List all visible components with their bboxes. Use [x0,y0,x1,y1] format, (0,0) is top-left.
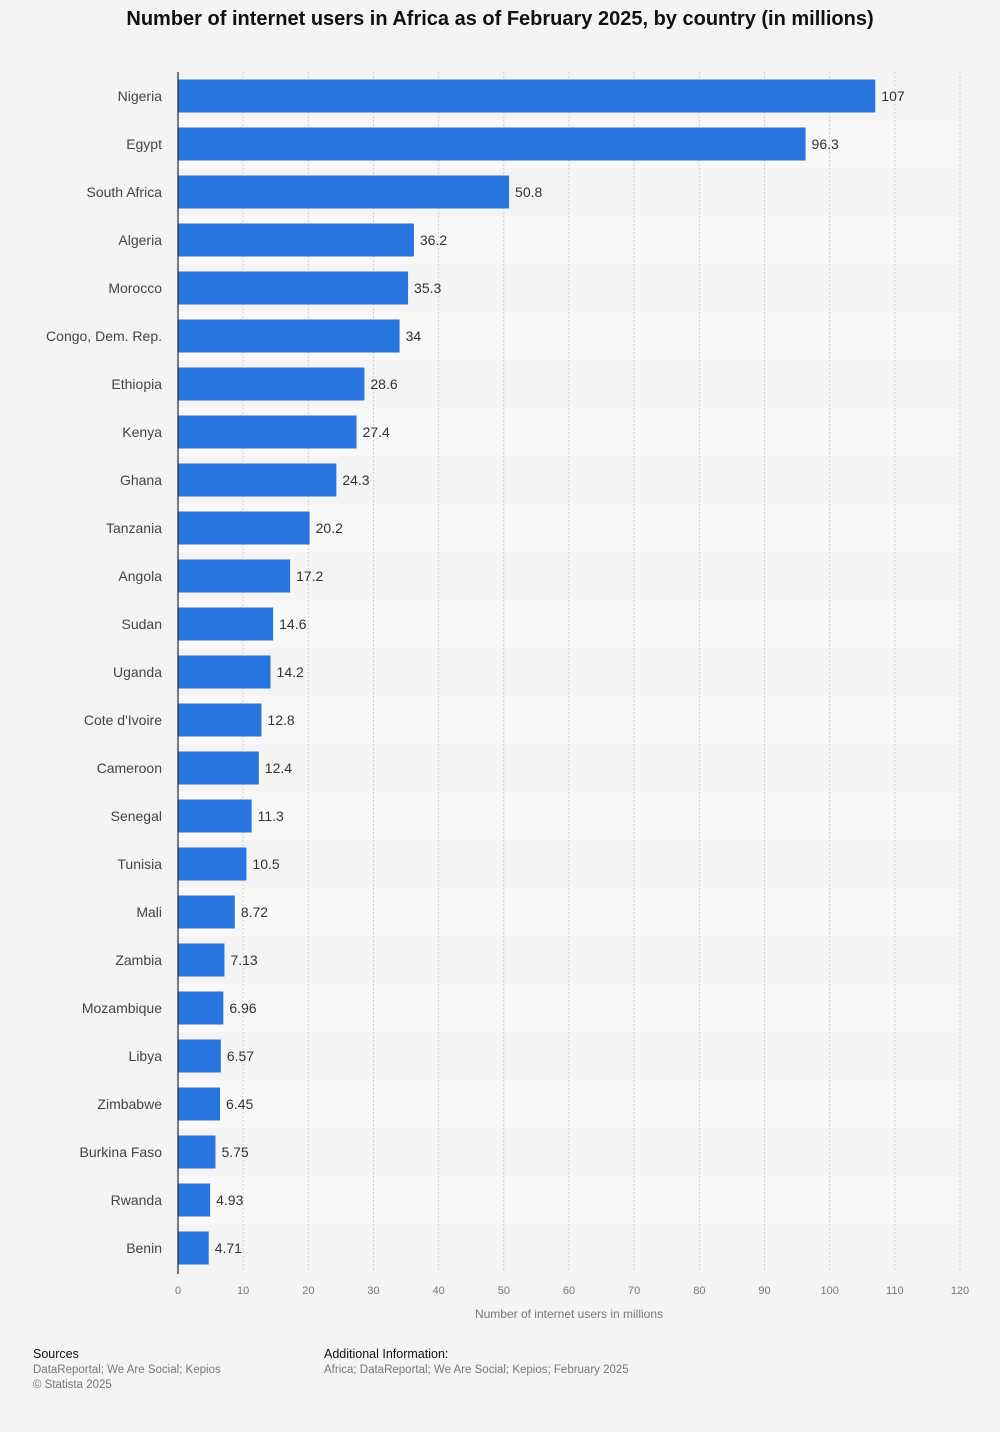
value-label: 36.2 [420,232,447,248]
bar [178,1183,211,1217]
x-tick-label: 90 [758,1285,770,1297]
value-label: 4.71 [215,1240,242,1256]
category-label: Mali [136,904,162,920]
value-label: 96.3 [812,136,839,152]
value-label: 27.4 [363,424,390,440]
bar [178,463,337,497]
value-label: 14.2 [277,664,304,680]
category-label: Ethiopia [111,376,162,392]
bar [178,223,414,257]
value-label: 10.5 [252,856,279,872]
value-label: 107 [881,88,905,104]
category-label: Kenya [122,424,162,440]
x-tick-label: 100 [820,1285,838,1297]
bar [178,751,259,785]
value-label: 50.8 [515,184,542,200]
category-label: Senegal [111,808,162,824]
value-label: 11.3 [258,808,284,824]
category-label: Rwanda [111,1192,163,1208]
value-label: 17.2 [296,568,323,584]
category-label: Benin [126,1240,162,1256]
value-label: 14.6 [279,616,306,632]
sources-heading: Sources [33,1347,79,1361]
category-label: Morocco [108,280,162,296]
category-label: Nigeria [118,88,163,104]
bar [178,511,310,545]
bar [178,799,252,833]
value-label: 20.2 [316,520,343,536]
x-tick-label: 60 [563,1285,575,1297]
chart-title: Number of internet users in Africa as of… [126,8,874,30]
value-label: 12.4 [265,760,292,776]
bar [178,943,225,977]
category-label: Burkina Faso [80,1144,163,1160]
additional-info-block: Additional Information: Africa; DataRepo… [324,1347,629,1379]
category-label: Tanzania [106,520,162,536]
bar [178,1087,221,1121]
value-label: 34 [406,328,422,344]
bar [178,1135,216,1169]
category-label: South Africa [87,184,163,200]
value-label: 6.45 [226,1096,253,1112]
bar [178,847,247,881]
bar [178,895,235,929]
bar [178,415,357,449]
x-tick-label: 50 [498,1285,510,1297]
category-label: Tunisia [117,856,162,872]
bar [178,367,365,401]
bar [178,559,291,593]
bar [178,127,806,161]
category-label: Uganda [113,664,162,680]
x-tick-label: 110 [886,1285,904,1297]
x-tick-label: 0 [175,1285,181,1297]
value-label: 4.93 [216,1192,243,1208]
bar [178,79,876,113]
x-tick-label: 80 [693,1285,705,1297]
bar [178,319,400,353]
sources-block: Sources DataReportal; We Are Social; Kep… [33,1347,221,1394]
sources-text: DataReportal; We Are Social; Kepios [33,1364,221,1376]
x-tick-label: 40 [433,1285,445,1297]
category-label: Cameroon [97,760,162,776]
x-axis-title: Number of internet users in millions [475,1307,663,1321]
value-label: 8.72 [241,904,268,920]
value-label: 7.13 [230,952,257,968]
x-tick-label: 120 [951,1285,969,1297]
bar [178,703,262,737]
x-tick-label: 70 [628,1285,640,1297]
bar [178,271,409,305]
bar [178,991,224,1025]
bar [178,175,510,209]
additional-info-heading: Additional Information: [324,1347,449,1361]
category-label: Cote d'Ivoire [84,712,162,728]
category-label: Algeria [118,232,162,248]
category-label: Libya [129,1048,163,1064]
category-label: Angola [118,568,162,584]
value-label: 35.3 [414,280,441,296]
additional-info-text: Africa; DataReportal; We Are Social; Kep… [324,1364,629,1376]
category-label: Zambia [115,952,162,968]
x-tick-label: 20 [302,1285,314,1297]
value-label: 5.75 [221,1144,248,1160]
x-tick-label: 10 [237,1285,249,1297]
bar-chart: Nigeria 107 Egypt 96.3 South Africa 50.8 Alger… [46,72,969,1321]
value-label: 24.3 [342,472,369,488]
bar [178,655,271,689]
bar [178,607,274,641]
value-label: 6.96 [229,1000,256,1016]
value-label: 12.8 [267,712,294,728]
value-label: 28.6 [370,376,397,392]
category-label: Mozambique [82,1000,162,1016]
category-label: Sudan [122,616,162,632]
bar [178,1039,221,1073]
x-tick-label: 30 [367,1285,379,1297]
category-label: Zimbabwe [97,1096,162,1112]
category-label: Congo, Dem. Rep. [46,328,162,344]
value-label: 6.57 [227,1048,254,1064]
bar [178,1231,209,1265]
category-label: Egypt [126,136,162,152]
copyright-text: © Statista 2025 [33,1379,112,1391]
category-label: Ghana [120,472,162,488]
